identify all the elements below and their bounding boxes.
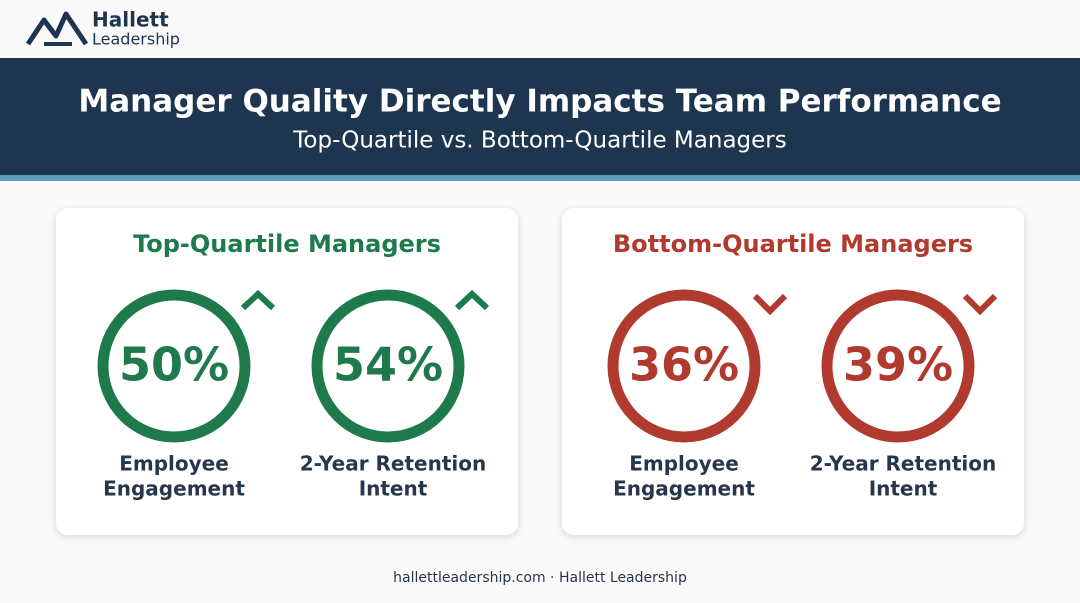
logo: Hallett Leadership xyxy=(25,8,180,49)
title: Manager Quality Directly Impacts Team Pe… xyxy=(78,84,1001,120)
stat-label: Employee xyxy=(629,452,739,476)
stat-label: Intent xyxy=(869,477,938,501)
card: Top-Quartile Managers 50% Employee Engag… xyxy=(56,208,518,535)
logo-icon xyxy=(25,11,89,46)
header-band xyxy=(0,58,1080,176)
stat-label: 2-Year Retention xyxy=(300,452,487,476)
stat-label: Employee xyxy=(119,452,229,476)
subtitle: Top-Quartile vs. Bottom-Quartile Manager… xyxy=(292,128,786,154)
card: Bottom-Quartile Managers 36% Employee En… xyxy=(562,208,1024,535)
stat-value: 54% xyxy=(333,338,443,392)
card-title: Top-Quartile Managers xyxy=(133,230,441,258)
card-bg xyxy=(562,208,1024,535)
stat-label: Engagement xyxy=(613,477,755,501)
ring xyxy=(311,289,465,443)
stat-label: 2-Year Retention xyxy=(810,452,997,476)
up-chevron xyxy=(454,289,490,311)
footer: hallettleadership.com · Hallett Leadersh… xyxy=(393,570,687,586)
stat-value: 39% xyxy=(843,338,953,392)
stat-value: 50% xyxy=(119,338,229,392)
stat-label: Intent xyxy=(359,477,428,501)
down-chevron xyxy=(752,293,788,316)
stat-label: Engagement xyxy=(103,477,245,501)
ring xyxy=(607,289,761,443)
card-title: Bottom-Quartile Managers xyxy=(613,230,973,258)
ring xyxy=(821,289,975,443)
ring xyxy=(97,289,251,443)
header-strip xyxy=(0,175,1080,181)
stat-value: 36% xyxy=(629,338,739,392)
down-chevron xyxy=(962,293,998,316)
logo-name: Hallett xyxy=(92,8,169,32)
up-chevron xyxy=(240,289,276,311)
logo-tagline: Leadership xyxy=(92,30,180,49)
